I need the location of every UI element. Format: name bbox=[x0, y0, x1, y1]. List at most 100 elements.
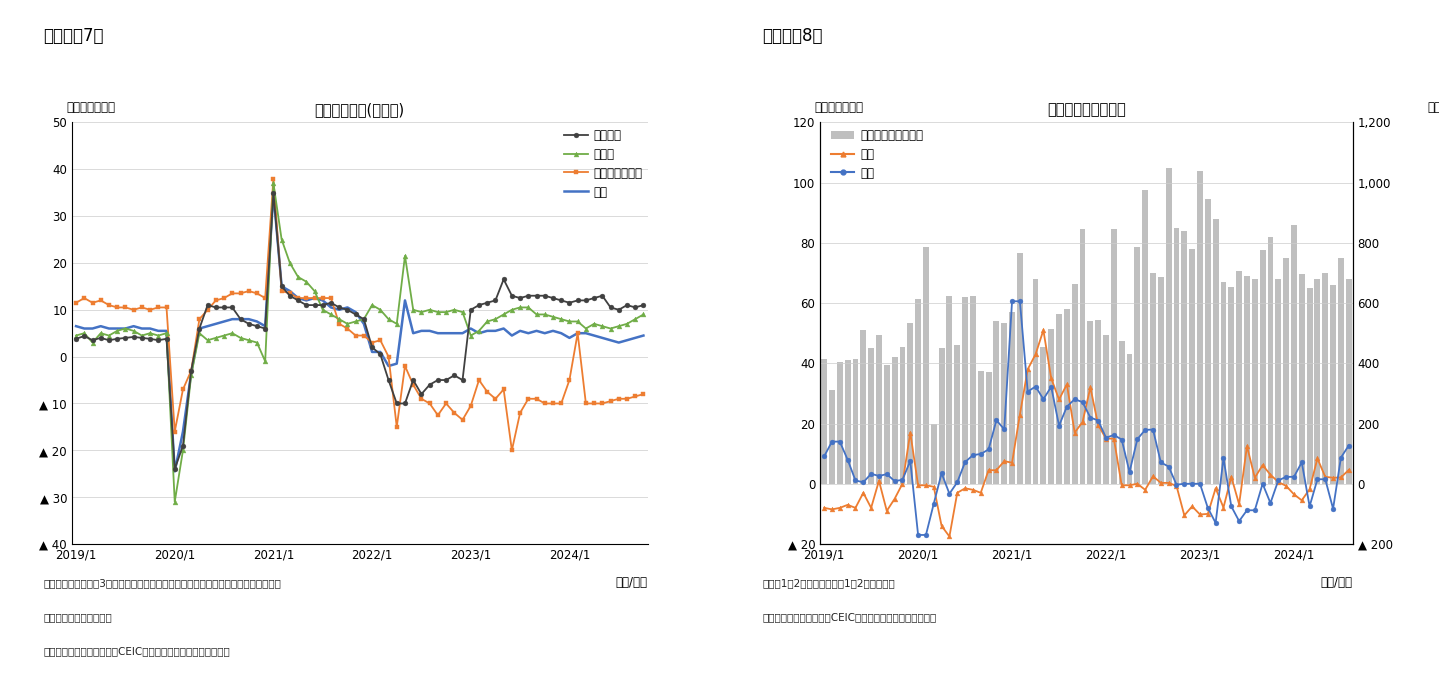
全体 bbox=[68, 322, 85, 330]
Line: 製造業: 製造業 bbox=[73, 181, 646, 505]
Bar bbox=[1322, 273, 1328, 483]
Bar bbox=[1056, 313, 1062, 483]
Text: （年/月）: （年/月） bbox=[616, 576, 648, 589]
輸出 bbox=[1309, 475, 1327, 483]
Bar bbox=[947, 296, 953, 483]
輸入 bbox=[1183, 503, 1200, 511]
Bar bbox=[1213, 219, 1219, 483]
Bar bbox=[1072, 284, 1078, 483]
Text: （億ドル）: （億ドル） bbox=[1427, 101, 1439, 114]
Bar bbox=[852, 359, 859, 483]
製造業 bbox=[568, 318, 586, 326]
Bar bbox=[1299, 275, 1305, 483]
Line: 輸出: 輸出 bbox=[822, 299, 1351, 537]
Bar bbox=[1181, 231, 1187, 483]
輸入 bbox=[1035, 326, 1052, 335]
Bar bbox=[993, 321, 999, 483]
不動産開発投資 bbox=[504, 446, 521, 454]
Bar bbox=[1284, 258, 1289, 483]
Line: 全体: 全体 bbox=[76, 192, 643, 471]
製造業 bbox=[249, 339, 266, 347]
製造業 bbox=[265, 180, 282, 188]
Bar bbox=[1345, 279, 1351, 483]
インフラ bbox=[68, 335, 85, 343]
Bar bbox=[1040, 347, 1046, 483]
製造業 bbox=[165, 498, 183, 506]
Bar bbox=[861, 330, 866, 483]
輸出 bbox=[1183, 479, 1200, 488]
Bar bbox=[1338, 258, 1344, 483]
Bar bbox=[1174, 228, 1180, 483]
輸出 bbox=[1207, 519, 1225, 527]
Bar bbox=[1127, 354, 1132, 483]
不動産開発投資 bbox=[389, 423, 406, 431]
インフラ bbox=[635, 301, 652, 309]
輸入 bbox=[1246, 474, 1263, 482]
Bar bbox=[1236, 271, 1242, 483]
インフラ bbox=[165, 465, 183, 473]
Bar bbox=[908, 322, 914, 483]
輸出 bbox=[1301, 503, 1318, 511]
Bar bbox=[876, 335, 882, 483]
不動産開発投資 bbox=[240, 287, 258, 295]
Line: 輸入: 輸入 bbox=[822, 328, 1351, 539]
輸出 bbox=[1003, 297, 1020, 305]
Text: （資料）中国国家統計局、CEICより、ニッセイ基礎研究所作成: （資料）中国国家統計局、CEICより、ニッセイ基礎研究所作成 bbox=[43, 646, 230, 656]
製造業 bbox=[322, 310, 340, 318]
Bar bbox=[1033, 279, 1039, 483]
Bar bbox=[1268, 237, 1274, 483]
Title: 輸出入（ドル建て）: 輸出入（ドル建て） bbox=[1048, 102, 1125, 117]
輸出 bbox=[909, 531, 927, 539]
Bar bbox=[1134, 248, 1140, 483]
Bar bbox=[1143, 190, 1148, 483]
Bar bbox=[1111, 229, 1117, 483]
Bar bbox=[938, 348, 944, 483]
輸入 bbox=[1309, 454, 1327, 462]
Bar bbox=[915, 299, 921, 483]
製造業 bbox=[141, 329, 158, 337]
Bar bbox=[931, 424, 937, 483]
不動産開発投資 bbox=[141, 306, 158, 314]
Bar bbox=[1002, 322, 1007, 483]
Bar bbox=[868, 348, 873, 483]
輸入 bbox=[1340, 466, 1357, 474]
Bar bbox=[1259, 250, 1265, 483]
Text: （前年比、％）: （前年比、％） bbox=[814, 101, 863, 114]
Bar bbox=[922, 248, 928, 483]
輸入 bbox=[941, 532, 958, 541]
Bar bbox=[1158, 277, 1164, 483]
Bar bbox=[1118, 341, 1125, 483]
Bar bbox=[1314, 279, 1321, 483]
不動産開発投資 bbox=[199, 306, 216, 314]
Line: インフラ: インフラ bbox=[73, 190, 646, 471]
Bar bbox=[1245, 276, 1250, 483]
Legend: インフラ, 製造業, 不動産開発投資, 全体: インフラ, 製造業, 不動産開発投資, 全体 bbox=[560, 124, 648, 203]
Bar bbox=[1025, 371, 1030, 483]
Bar bbox=[892, 357, 898, 483]
製造業 bbox=[635, 310, 652, 318]
Bar bbox=[1088, 321, 1094, 483]
輸出 bbox=[1294, 458, 1311, 466]
Bar bbox=[845, 360, 850, 483]
Bar bbox=[837, 362, 843, 483]
Bar bbox=[1197, 171, 1203, 483]
Bar bbox=[1095, 320, 1101, 483]
輸出 bbox=[1340, 441, 1357, 449]
Bar bbox=[1291, 225, 1297, 483]
インフラ bbox=[322, 299, 340, 307]
Bar bbox=[1048, 328, 1055, 483]
全体 bbox=[165, 467, 183, 475]
Bar bbox=[954, 345, 960, 483]
Text: （図表－8）: （図表－8） bbox=[763, 27, 823, 45]
Bar bbox=[986, 373, 991, 483]
Bar bbox=[1220, 282, 1226, 483]
Bar bbox=[829, 390, 835, 483]
インフラ bbox=[265, 188, 282, 197]
Text: （図表－7）: （図表－7） bbox=[43, 27, 104, 45]
全体 bbox=[265, 188, 282, 197]
Bar bbox=[1252, 279, 1258, 483]
Title: 固定資産投資(業種別): 固定資産投資(業種別) bbox=[315, 102, 404, 117]
Bar bbox=[1150, 273, 1156, 483]
Bar bbox=[1229, 286, 1235, 483]
全体 bbox=[141, 324, 158, 333]
